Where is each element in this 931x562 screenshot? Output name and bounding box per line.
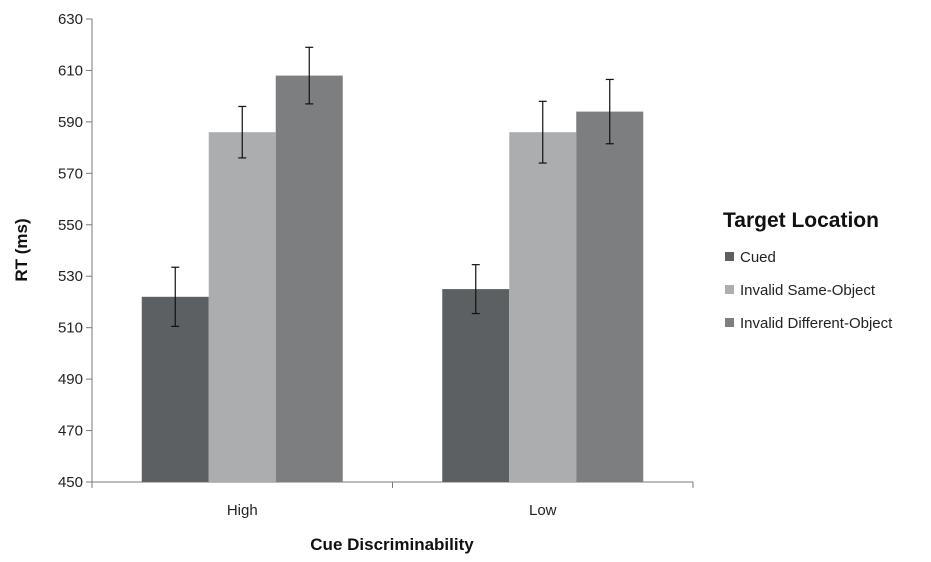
legend-title: Target Location xyxy=(723,209,879,232)
y-axis-title: RT (ms) xyxy=(12,218,31,281)
bar xyxy=(442,289,510,482)
bars xyxy=(141,75,644,482)
legend-swatch xyxy=(725,252,734,261)
tick-labels: 450 470 490 510 530 550 570 590 610 630 High Low xyxy=(58,11,557,519)
x-tick-label: High xyxy=(227,502,258,519)
bar xyxy=(509,132,577,482)
error-bars xyxy=(171,46,614,327)
y-tick-label: 470 xyxy=(58,423,83,440)
y-tick-label: 570 xyxy=(58,165,83,182)
y-tick-label: 450 xyxy=(58,474,83,491)
legend-swatch xyxy=(725,285,734,294)
bar xyxy=(208,132,276,482)
legend-swatch xyxy=(725,318,734,327)
bar xyxy=(275,75,343,482)
y-tick-label: 610 xyxy=(58,62,83,79)
legend-label: Invalid Different-Object xyxy=(740,315,893,332)
y-tick-label: 590 xyxy=(58,114,83,131)
y-tick-label: 510 xyxy=(58,320,83,337)
y-tick-label: 550 xyxy=(58,217,83,234)
legend-label: Cued xyxy=(740,249,776,266)
y-tick-label: 530 xyxy=(58,268,83,285)
y-tick-label: 490 xyxy=(58,371,83,388)
bar xyxy=(141,296,209,482)
y-tick-label: 630 xyxy=(58,11,83,28)
bar xyxy=(576,111,644,482)
legend-label: Invalid Same-Object xyxy=(740,282,876,299)
legend: Target Location Cued Invalid Same-Object I… xyxy=(723,209,893,332)
x-tick-label: Low xyxy=(529,502,557,519)
x-axis-title: Cue Discriminability xyxy=(310,535,474,554)
